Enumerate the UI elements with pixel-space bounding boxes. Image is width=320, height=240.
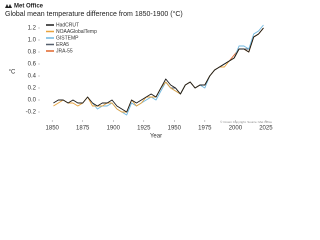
y-tick-label: 1.0: [28, 38, 37, 44]
y-tick-label: 0.0: [28, 98, 37, 104]
x-tick-label: 1975: [198, 126, 212, 132]
legend-label: JRA-55: [56, 48, 73, 54]
chart: Met Office Global mean temperature diffe…: [5, 4, 273, 140]
y-tick-label: 0.6: [28, 62, 37, 68]
legend-label: ERA5: [56, 42, 69, 48]
legend-label: GISTEMP: [56, 35, 79, 41]
x-tick-label: 1925: [137, 126, 151, 132]
y-tick-label: 1.2: [28, 26, 37, 32]
x-tick-label: 2000: [229, 126, 243, 132]
y-tick-label: 0.2: [28, 86, 37, 92]
footer: © Crown Copyright. Source: Met Office: [220, 120, 272, 124]
legend-label: HadCRUT: [56, 22, 79, 28]
series-line: [92, 24, 264, 116]
x-tick-label: 1950: [168, 126, 182, 132]
logo: Met Office: [5, 4, 44, 10]
logo-crown: [5, 4, 12, 8]
x-tick-label: 1875: [76, 126, 90, 132]
x-tick-label: 1900: [107, 126, 121, 132]
y-axis-label: °C: [9, 70, 16, 76]
y-tick-label: 0.8: [28, 50, 37, 56]
series-line: [165, 27, 264, 95]
chart-title: Global mean temperature difference from …: [5, 10, 183, 18]
x-axis-label: Year: [150, 134, 162, 140]
series-line: [185, 27, 264, 89]
legend-label: NOAAGlobalTemp: [56, 29, 97, 35]
y-tick-label: 0.4: [28, 74, 37, 80]
y-tick-label: -0.2: [26, 110, 37, 116]
x-tick-label: 1850: [46, 126, 60, 132]
logo-text: Met Office: [14, 4, 44, 10]
x-tick-label: 2025: [259, 126, 273, 132]
series-line: [53, 27, 264, 113]
series-line: [53, 27, 264, 113]
